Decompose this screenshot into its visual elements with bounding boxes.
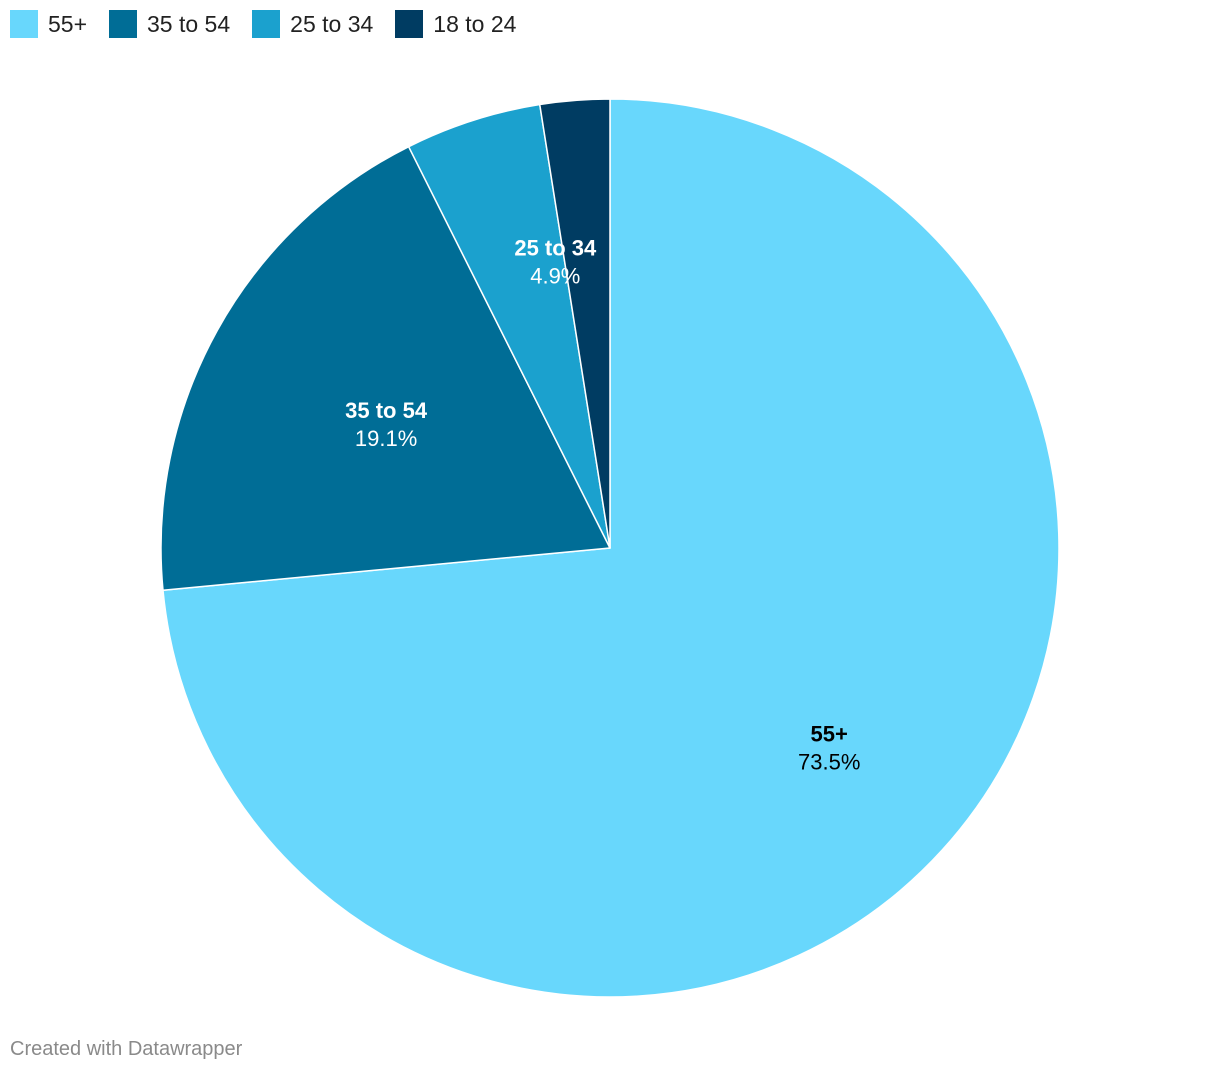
chart-legend: 55+ 35 to 54 25 to 34 18 to 24: [10, 8, 538, 40]
slice-category-label: 55+: [811, 721, 848, 746]
legend-label: 35 to 54: [147, 10, 231, 37]
legend-item-55-plus: 55+: [10, 10, 87, 38]
legend-swatch: [252, 10, 281, 38]
pie-slice-35-to-54: [160, 145, 611, 591]
datawrapper-credit: Created with Datawrapper: [10, 1038, 243, 1060]
slice-labels: 55+ 73.5% 35 to 54 19.1% 25 to 34 4.9%: [345, 235, 860, 774]
legend-item-18-to-24: 18 to 24: [395, 10, 516, 38]
legend-item-35-to-54: 35 to 54: [109, 10, 230, 38]
legend-swatch: [395, 10, 424, 38]
slice-value-label: 4.9%: [530, 263, 580, 288]
legend-swatch: [10, 10, 38, 38]
legend-label: 25 to 34: [290, 10, 374, 37]
pie-slice-18-to-24: [539, 98, 611, 549]
legend-swatch: [109, 10, 138, 38]
legend-label: 55+: [48, 10, 88, 37]
slice-category-label: 35 to 54: [345, 398, 428, 423]
slice-value-label: 19.1%: [355, 426, 417, 451]
pie-slice-55-plus: [162, 98, 1060, 998]
slice-category-label: 25 to 34: [514, 235, 597, 260]
legend-label: 18 to 24: [433, 10, 517, 37]
slice-value-label: 73.5%: [798, 749, 860, 774]
legend-item-25-to-34: 25 to 34: [252, 10, 373, 38]
